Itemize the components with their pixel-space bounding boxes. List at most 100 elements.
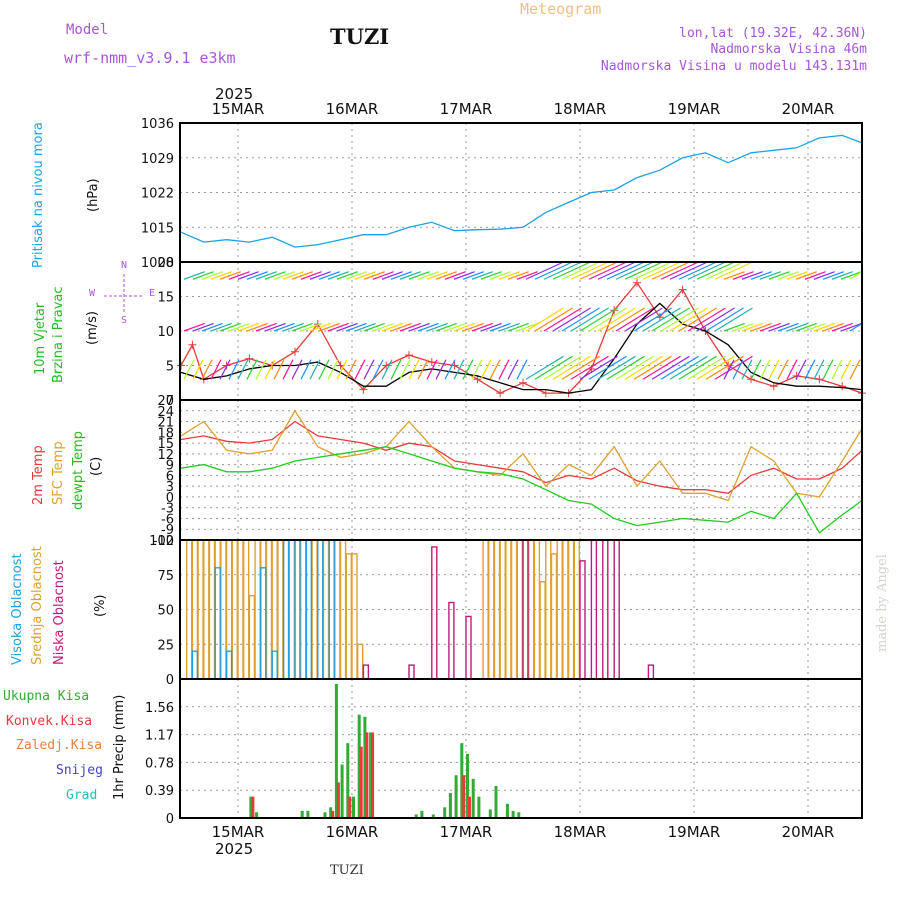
bar-konvek-kisa	[359, 746, 363, 818]
panel-wind: 0 5 10 15 20	[157, 256, 866, 409]
bottom-date-2: 17MAR	[440, 823, 493, 841]
wind-arrow	[642, 261, 681, 280]
wind-arrow	[777, 271, 799, 280]
y-tick-label: 1022	[141, 187, 174, 202]
precip-legend-total: Ukupna Kisa	[3, 689, 89, 704]
wind-arrow	[354, 322, 376, 332]
wind-arrow	[471, 322, 493, 332]
wind-arrow	[408, 271, 430, 280]
y-tick-label: -6	[161, 512, 174, 527]
bar-niska	[431, 546, 438, 680]
cloud-subtitle: Srednja Oblacnost	[30, 546, 45, 665]
wind-arrow	[210, 322, 232, 332]
model-label: Model	[66, 22, 108, 38]
wind-arrow	[588, 307, 627, 332]
precip-legend-snow: Snijeg	[56, 763, 103, 778]
wind-arrow	[291, 322, 313, 332]
model-altitude-label: Nadmorska Visina u modelu 143.131m	[601, 59, 867, 74]
wind-arrow	[183, 359, 195, 380]
wind-arrow	[462, 359, 474, 380]
bar-srednja	[357, 643, 364, 680]
wind-arrow	[507, 359, 519, 380]
wind-arrow	[237, 271, 259, 280]
wind-arrow	[579, 355, 618, 380]
wind-arrow	[750, 359, 762, 380]
panel-frame	[179, 399, 863, 541]
wind-arrow	[723, 359, 735, 380]
wind-arrow	[192, 322, 214, 332]
bar-ukupna-kisa	[488, 809, 492, 818]
wind-arrow	[678, 307, 717, 332]
bar-srednja	[539, 581, 546, 680]
wind-arrow	[597, 261, 636, 280]
bar-ukupna-kisa	[363, 716, 367, 818]
wind-arrow	[678, 261, 717, 280]
wind-arrow	[813, 322, 835, 332]
bar-konvek-kisa	[331, 810, 335, 818]
wind-arrow	[597, 355, 636, 380]
wind-arrow	[453, 271, 475, 280]
wind-arrow	[669, 307, 708, 332]
wind-arrow	[381, 322, 403, 332]
y-tick-label: 18	[157, 426, 174, 441]
wind-arrow	[804, 271, 826, 280]
top-date-0: 15MAR	[212, 100, 265, 118]
y-tick-label: 1008	[141, 256, 174, 271]
bar-niska	[448, 601, 455, 680]
top-date-5: 20MAR	[782, 100, 835, 118]
precip-unit: 1hr Precip (mm)	[112, 695, 127, 800]
wind-arrow	[255, 359, 267, 380]
compass-cross	[104, 274, 144, 314]
bar-niska	[362, 664, 370, 680]
wind-arrow	[570, 355, 609, 380]
panel-cloud: 0 25 50 75 100	[149, 534, 863, 688]
bar-ukupna-kisa	[255, 812, 259, 818]
wind-arrow	[786, 271, 808, 280]
speed-marker	[815, 375, 824, 384]
wind-arrow	[309, 359, 321, 380]
wind-arrow	[633, 307, 672, 332]
wind-arrow	[840, 359, 852, 380]
wind-arrow	[237, 359, 249, 380]
wind-arrow	[444, 359, 456, 380]
wind-arrow	[228, 322, 250, 332]
wind-arrow	[840, 271, 862, 280]
cloud-title: Visoka Oblacnost	[10, 553, 25, 665]
bar-srednja	[550, 553, 558, 680]
wind-arrow	[786, 359, 798, 380]
wind-arrow	[435, 322, 457, 332]
product-title: Meteogram	[520, 0, 601, 18]
y-tick-label: 24	[157, 405, 174, 420]
wind-arrow	[525, 355, 564, 380]
y-tick-label: 0.78	[145, 756, 174, 771]
wind-arrow	[300, 359, 312, 380]
precip-legend-freezing: Zaledj.Kisa	[16, 738, 102, 753]
wind-arrow	[525, 261, 564, 280]
temp-unit: (C)	[89, 457, 104, 476]
wind-arrow	[660, 355, 699, 380]
wind-arrow	[759, 322, 781, 332]
bar-ukupna-kisa	[517, 812, 521, 818]
wind-arrow	[615, 261, 654, 280]
wind-arrow	[687, 307, 726, 332]
y-tick-label: 5	[166, 360, 174, 375]
wind-arrow	[264, 322, 286, 332]
compass-label-w: W	[89, 288, 96, 299]
wind-arrow	[777, 359, 789, 380]
wind-arrow	[345, 271, 367, 280]
y-tick-label: 1.17	[145, 729, 174, 744]
wind-arrow	[417, 271, 439, 280]
wind-subtitle: Brzina i Pravac	[51, 286, 66, 383]
wind-arrow	[444, 322, 466, 332]
speed-marker	[633, 278, 641, 287]
bar-ukupna-kisa	[477, 796, 481, 818]
wind-arrow	[246, 271, 268, 280]
bar-ukupna-kisa	[431, 814, 435, 818]
wind-arrow	[831, 322, 853, 332]
bar-visoka	[191, 650, 199, 680]
wind-arrow	[516, 271, 538, 280]
wind-arrow	[219, 271, 241, 280]
wind-arrow	[633, 355, 672, 380]
bar-srednja	[516, 539, 523, 680]
